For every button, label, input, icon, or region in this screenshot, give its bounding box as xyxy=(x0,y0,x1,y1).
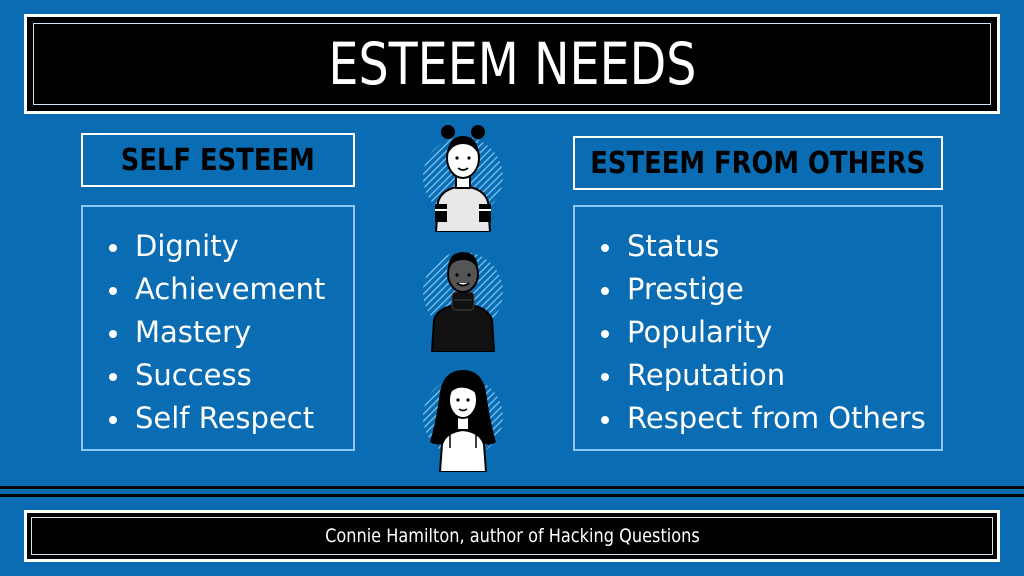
list-item: Reputation xyxy=(601,354,941,397)
self-esteem-list: Dignity Achievement Mastery Success Self… xyxy=(81,205,355,451)
list-item: Success xyxy=(109,354,353,397)
divider-top xyxy=(0,486,1024,489)
list-item: Achievement xyxy=(109,268,353,311)
divider-bottom xyxy=(0,494,1024,497)
title-banner: ESTEEM NEEDS xyxy=(24,14,1000,114)
list-item: Popularity xyxy=(601,311,941,354)
esteem-from-others-list: Status Prestige Popularity Reputation Re… xyxy=(573,205,943,451)
list-item: Self Respect xyxy=(109,397,353,440)
avatar-long-hair-person-icon xyxy=(423,370,503,472)
list-item: Respect from Others xyxy=(601,397,941,440)
self-esteem-heading-label: SELF ESTEEM xyxy=(121,142,315,178)
self-esteem-heading: SELF ESTEEM xyxy=(81,133,355,187)
avatar-bun-hair-person-icon xyxy=(423,125,503,232)
avatar-turtleneck-person-icon xyxy=(423,252,503,352)
list-item: Prestige xyxy=(601,268,941,311)
list-item: Mastery xyxy=(109,311,353,354)
list-item: Dignity xyxy=(109,225,353,268)
page-title: ESTEEM NEEDS xyxy=(327,30,697,98)
footer-banner: Connie Hamilton, author of Hacking Quest… xyxy=(24,510,1000,562)
footer-credit: Connie Hamilton, author of Hacking Quest… xyxy=(324,525,700,547)
list-item: Status xyxy=(601,225,941,268)
esteem-from-others-heading-label: ESTEEM FROM OTHERS xyxy=(590,145,926,181)
esteem-from-others-heading: ESTEEM FROM OTHERS xyxy=(573,136,943,190)
